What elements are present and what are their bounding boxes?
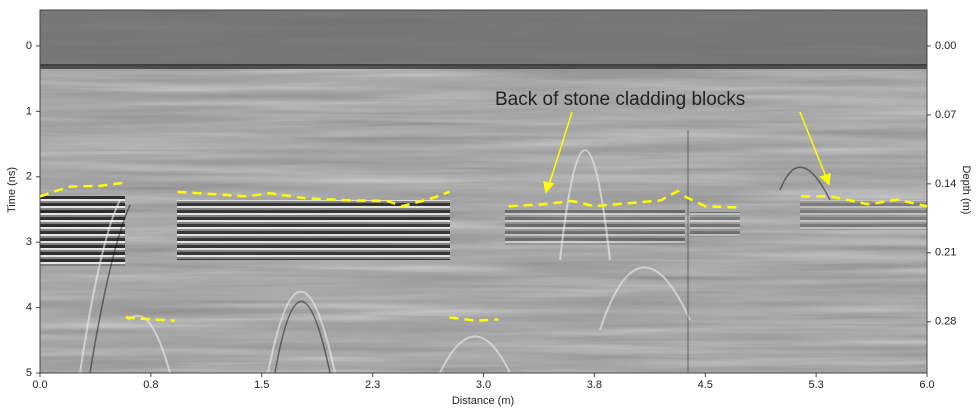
- x-axis-label: Distance (m): [452, 395, 514, 407]
- x-tick-label: 0.0: [32, 379, 47, 391]
- y-tick-label: 5: [26, 367, 32, 379]
- x-tick-label: 1.5: [254, 379, 269, 391]
- y-tick-label: 4: [26, 302, 32, 314]
- y2-axis-label: Depth (m): [960, 166, 972, 215]
- y-tick-label: 3: [26, 236, 32, 248]
- annotation-arrows: [543, 111, 831, 194]
- x-tick-label: 3.0: [476, 379, 491, 391]
- y-tick-label: 1: [26, 105, 32, 117]
- y2-tick-label: 0.07: [935, 109, 956, 121]
- y2-tick-label: 0.28: [935, 316, 956, 328]
- y2-tick-label: 0.00: [935, 40, 956, 52]
- y-axis-label: Time (ns): [6, 167, 18, 213]
- x-tick-label: 0.8: [143, 379, 158, 391]
- radargram: [40, 10, 927, 373]
- y2-tick-label: 0.21: [935, 247, 956, 259]
- x-tick-label: 4.5: [698, 379, 713, 391]
- annotation: Back of stone cladding blocks: [495, 89, 745, 110]
- x-tick-label: 6.0: [919, 379, 934, 391]
- y-tick-label: 0: [26, 40, 32, 52]
- x-tick-label: 5.3: [808, 379, 823, 391]
- y2-tick-label: 0.14: [935, 178, 956, 190]
- x-tick-label: 3.8: [587, 379, 602, 391]
- y-tick-label: 2: [26, 171, 32, 183]
- interpreted-reflector: [39, 181, 928, 322]
- x-tick-label: 2.3: [365, 379, 380, 391]
